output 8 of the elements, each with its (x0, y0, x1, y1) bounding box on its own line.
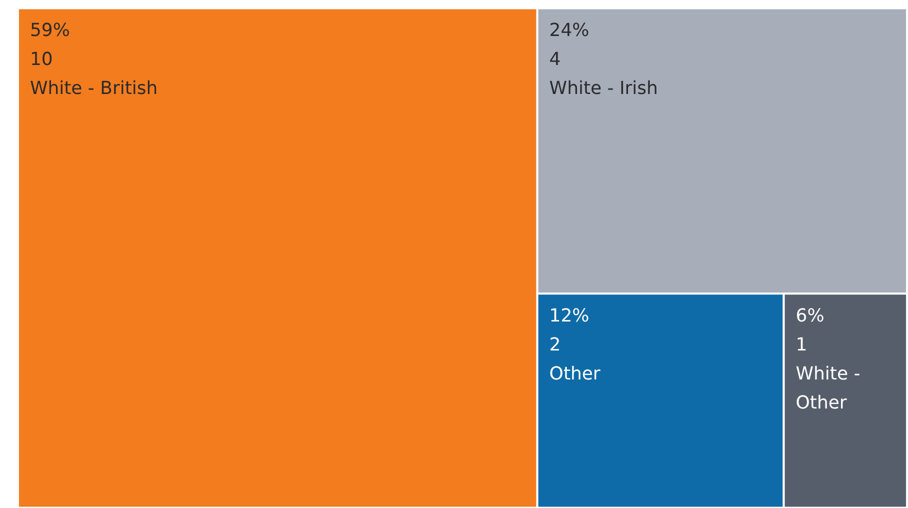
category-label: Other (549, 364, 601, 385)
category-label: White - British (30, 78, 158, 100)
category-label: White - Other (796, 364, 860, 414)
data-label: 6% 1 (796, 306, 824, 356)
data-label: 12% 2 (549, 306, 590, 356)
data-label: 59% 10 (30, 20, 70, 70)
data-label: 24% 4 (549, 20, 590, 70)
category-label: White - Irish (549, 78, 658, 100)
